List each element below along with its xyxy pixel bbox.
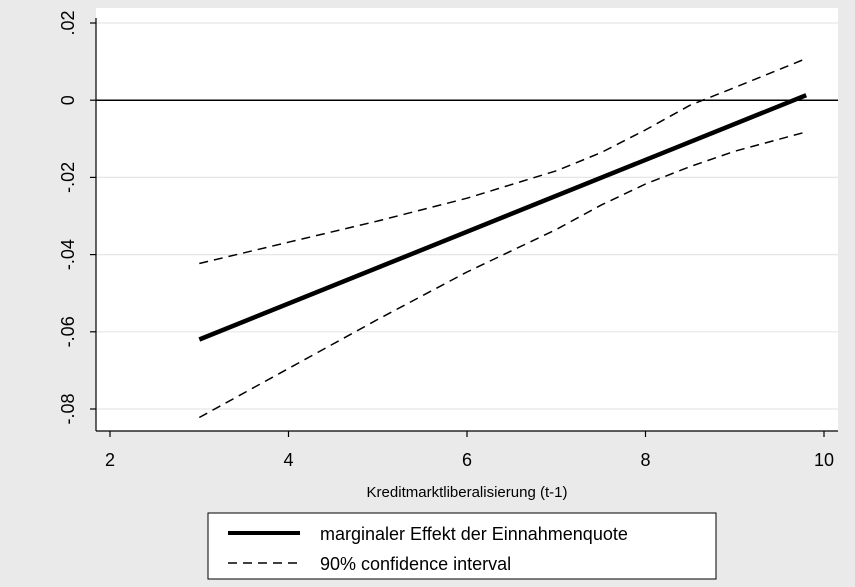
y-tick-label: .02: [58, 10, 78, 35]
legend: marginaler Effekt der Einnahmenquote 90%…: [207, 512, 717, 580]
x-tick-label: 6: [462, 450, 472, 470]
x-tick-label: 10: [814, 450, 834, 470]
y-tick-label: -.08: [58, 393, 78, 424]
x-axis-title: Kreditmarktliberalisierung (t-1): [367, 484, 568, 501]
x-tick-label: 8: [640, 450, 650, 470]
x-tick-label: 2: [105, 450, 115, 470]
legend-label-marginal-effect: marginaler Effekt der Einnahmenquote: [320, 524, 628, 544]
series-line-ci-lower: [198, 131, 807, 419]
series-layer: [198, 57, 808, 419]
series-line-ci-upper: [199, 57, 807, 265]
legend-label-confidence-interval: 90% confidence interval: [320, 554, 511, 574]
plot-area: [96, 8, 838, 431]
y-tick-label: -.02: [58, 162, 78, 193]
series-line-marginal-effect: [198, 93, 808, 342]
y-tick-label: -.04: [58, 239, 78, 270]
y-tick-label: 0: [58, 95, 78, 105]
y-tick-label: -.06: [58, 316, 78, 347]
legend-box: [207, 512, 717, 580]
x-tick-label: 4: [283, 450, 293, 470]
axes: -.08 -.06 -.04 -.02 0 .02 2 4 6 8 10: [58, 10, 838, 470]
